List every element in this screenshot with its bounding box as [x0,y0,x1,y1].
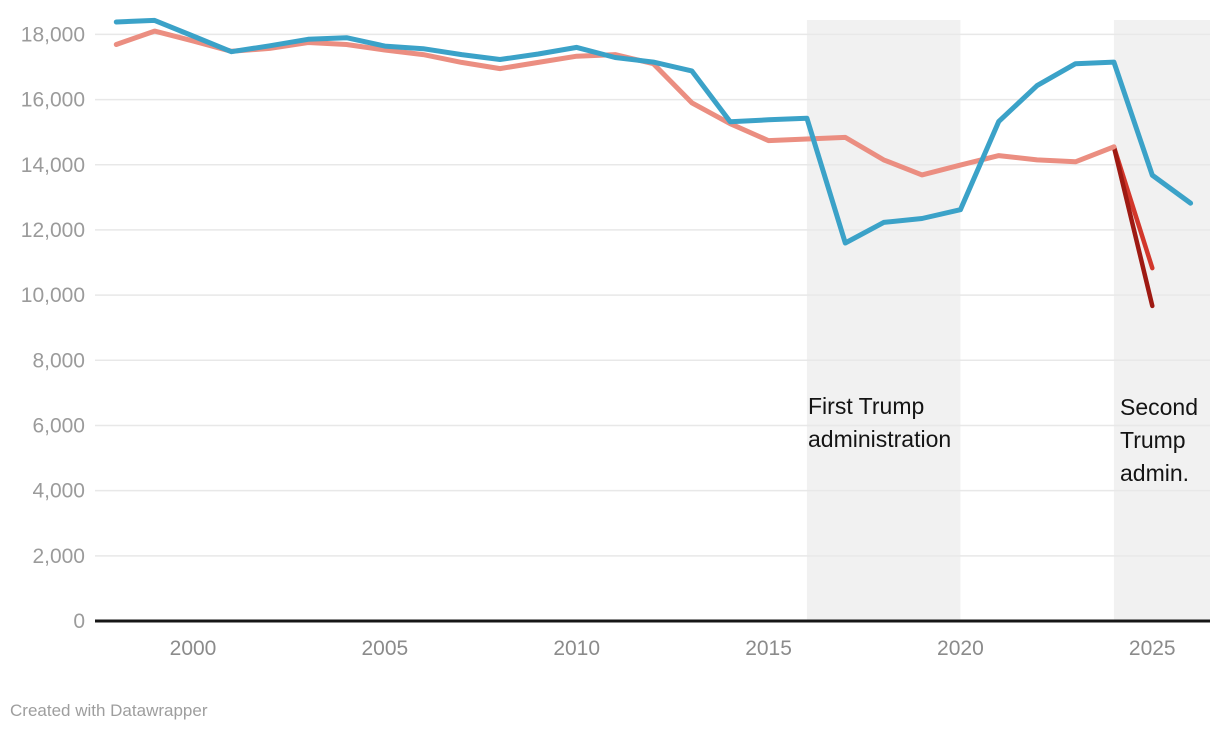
y-axis-label-16000: 16,000 [21,89,85,112]
y-axis-label-4000: 4,000 [32,480,85,503]
y-axis-label-14000: 14,000 [21,154,85,177]
line-series-salmon [113,28,1117,178]
x-axis-label-2025: 2025 [1129,637,1176,660]
line-series-blue [113,17,1194,246]
plot-band-second-trump-administration [1113,20,1210,621]
x-axis-label-2010: 2010 [553,637,600,660]
plot-band-first-trump-administration [806,20,961,621]
y-axis-label-12000: 12,000 [21,219,85,242]
y-axis-label-2000: 2,000 [32,545,85,568]
x-axis-label-2015: 2015 [745,637,792,660]
x-axis-label-2005: 2005 [361,637,408,660]
line-projection-dark-red [1111,144,1155,309]
x-axis-label-2020: 2020 [937,637,984,660]
datawrapper-credit: Created with Datawrapper [10,701,208,720]
y-axis-label-18000: 18,000 [21,23,85,46]
y-axis-label-8000: 8,000 [32,349,85,372]
annotation-line: Trump [1120,427,1186,453]
annotation-line: Second [1120,394,1199,420]
annotation-first-trump-administration-label: First Trump administration [808,390,951,456]
y-axis-label-10000: 10,000 [21,284,85,307]
annotation-line: administration [808,426,952,452]
annotation-line: First Trump [808,393,925,419]
x-axis-label-2000: 2000 [170,637,217,660]
y-axis-label-0: 0 [73,610,85,633]
y-axis-label-6000: 6,000 [32,414,85,437]
annotation-second-trump-admin-label: Second Trump admin. [1120,391,1198,490]
annotation-line: admin. [1120,460,1190,486]
